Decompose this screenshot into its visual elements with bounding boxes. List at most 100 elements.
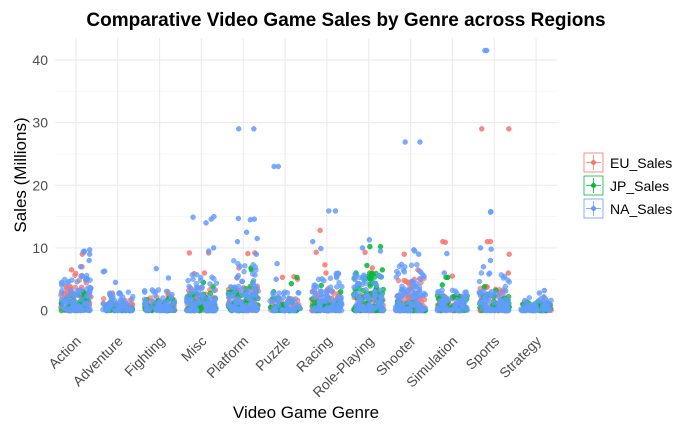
data-point-NA_Sales — [187, 307, 193, 314]
data-point-NA_Sales — [245, 290, 252, 297]
data-point-NA_Sales — [449, 306, 455, 313]
y-tick-label: 40 — [32, 52, 48, 68]
data-point-NA_Sales — [292, 296, 299, 302]
data-point-NA_Sales — [542, 296, 549, 302]
x-tick-label: Misc — [178, 333, 210, 365]
data-point-NA_Sales — [477, 245, 484, 251]
data-point-NA_Sales — [336, 306, 342, 313]
x-tick-label: Sports — [462, 333, 502, 373]
data-point-NA_Sales — [323, 289, 330, 296]
data-point-JP_Sales — [379, 267, 386, 273]
data-point-NA_Sales — [352, 276, 358, 283]
data-point-NA_Sales — [416, 286, 423, 293]
data-point-NA_Sales — [329, 288, 335, 295]
data-point-NA_Sales — [377, 248, 384, 254]
data-point-NA_Sales — [208, 216, 214, 222]
data-point-NA_Sales — [502, 283, 509, 290]
data-point-EU_Sales — [73, 270, 79, 277]
data-point-NA_Sales — [369, 307, 375, 313]
data-point-NA_Sales — [339, 283, 345, 290]
data-point-NA_Sales — [82, 300, 89, 306]
data-point-NA_Sales — [271, 307, 277, 314]
data-point-NA_Sales — [254, 235, 260, 242]
data-point-NA_Sales — [130, 293, 136, 300]
data-point-NA_Sales — [497, 297, 503, 303]
y-tick-label: 30 — [32, 115, 48, 131]
data-point-NA_Sales — [169, 291, 175, 298]
grid-minor — [55, 90, 557, 280]
data-point-NA_Sales — [270, 290, 276, 296]
y-tick-label: 20 — [32, 177, 48, 193]
y-tick-label: 10 — [32, 240, 48, 256]
data-point-JP_Sales — [481, 284, 488, 290]
data-point-NA_Sales — [191, 288, 198, 295]
data-point-NA_Sales — [290, 300, 296, 306]
data-point-NA_Sales — [78, 307, 84, 313]
data-point-NA_Sales — [402, 264, 408, 270]
data-point-NA_Sales — [65, 307, 71, 314]
data-point-NA_Sales — [409, 278, 415, 285]
data-point-NA_Sales — [328, 304, 334, 311]
data-point-NA_Sales — [225, 291, 232, 297]
data-point-NA_Sales — [321, 278, 327, 284]
data-point-NA_Sales — [142, 289, 148, 295]
data-point-NA_Sales — [237, 263, 243, 269]
data-point-NA_Sales — [227, 303, 234, 310]
legend-key-point — [591, 160, 596, 165]
legend-label: EU_Sales — [610, 155, 672, 171]
data-point-NA_Sales — [76, 292, 82, 299]
data-point-NA_Sales — [129, 307, 135, 314]
data-point-NA_Sales — [193, 305, 199, 311]
data-point-NA_Sales — [199, 285, 205, 292]
x-tick-label: Platform — [203, 333, 251, 381]
data-point-NA_Sales — [253, 304, 259, 310]
data-point-NA_Sales — [359, 245, 366, 251]
data-point-NA_Sales — [415, 304, 422, 310]
data-point-NA_Sales — [311, 307, 318, 313]
data-point-NA_Sales — [454, 290, 460, 297]
data-point-NA_Sales — [396, 302, 403, 309]
data-point-NA_Sales — [117, 296, 124, 303]
data-point-NA_Sales — [318, 245, 324, 252]
data-point-NA_Sales — [274, 260, 280, 267]
data-point-NA_Sales — [504, 304, 511, 311]
data-point-NA_Sales — [452, 301, 458, 308]
data-point-NA_Sales — [234, 274, 240, 281]
data-point-NA_Sales — [207, 281, 213, 287]
data-point-NA_Sales — [491, 300, 498, 306]
data-point-NA_Sales — [379, 307, 386, 314]
data-point-EU_Sales — [442, 239, 448, 245]
y-axis-label: Sales (Millions) — [11, 117, 30, 232]
data-point-NA_Sales — [280, 294, 287, 301]
data-point-NA_Sales — [487, 307, 494, 314]
data-point-NA_Sales — [80, 248, 87, 255]
data-point-EU_Sales — [479, 126, 485, 132]
x-tick-label: Fighting — [121, 333, 168, 380]
data-point-NA_Sales — [378, 294, 385, 301]
data-point-NA_Sales — [363, 287, 369, 293]
data-point-NA_Sales — [69, 277, 75, 283]
data-point-NA_Sales — [397, 307, 403, 314]
data-point-NA_Sales — [250, 262, 256, 268]
data-point-NA_Sales — [253, 267, 259, 273]
data-point-NA_Sales — [86, 284, 93, 291]
data-point-NA_Sales — [74, 279, 80, 285]
data-point-NA_Sales — [326, 208, 332, 214]
data-point-NA_Sales — [112, 279, 119, 286]
data-point-NA_Sales — [58, 296, 65, 303]
data-point-EU_Sales — [401, 277, 407, 284]
y-axis-ticks: 0 10 20 30 40 — [32, 52, 48, 319]
data-point-NA_Sales — [202, 301, 209, 307]
data-point-NA_Sales — [496, 302, 502, 308]
data-point-NA_Sales — [66, 292, 73, 298]
data-point-NA_Sales — [454, 297, 460, 303]
data-point-NA_Sales — [87, 277, 93, 283]
data-point-NA_Sales — [333, 274, 340, 281]
data-point-NA_Sales — [71, 307, 77, 313]
data-point-NA_Sales — [227, 284, 234, 290]
data-point-NA_Sales — [440, 306, 447, 312]
x-tick-label: Puzzle — [252, 333, 293, 374]
data-point-NA_Sales — [441, 270, 447, 276]
data-point-EU_Sales — [323, 270, 329, 276]
data-point-NA_Sales — [360, 275, 366, 281]
